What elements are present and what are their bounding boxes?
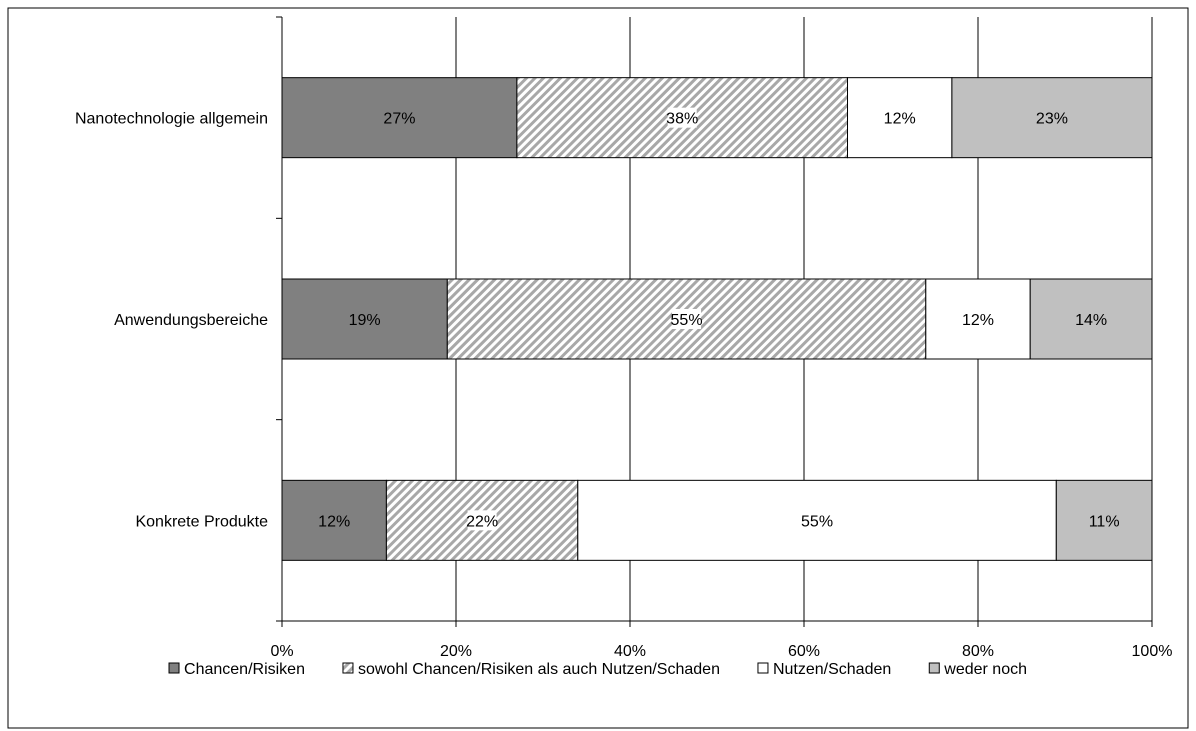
- bar-weder-noch-nanotechnologie-allgemein: [951, 77, 1153, 159]
- legend-label: weder noch: [943, 661, 1027, 678]
- bar-chancen-risiken-anwendungsbereiche: [281, 278, 448, 360]
- x-tick-label: 20%: [440, 643, 472, 660]
- data-label: 23%: [1036, 111, 1068, 128]
- data-label: 12%: [962, 312, 994, 329]
- data-label-background: [667, 107, 697, 128]
- bar-weder-noch-anwendungsbereiche: [1029, 278, 1153, 360]
- x-tick-label: 80%: [962, 643, 994, 660]
- legend-label: Nutzen/Schaden: [773, 661, 891, 678]
- legend-swatch-chancen-risiken: [168, 662, 180, 674]
- x-tick-label: 60%: [788, 643, 820, 660]
- data-label: 12%: [884, 111, 916, 128]
- data-labels: 27% 38% 12% 23% 19% 55% 12% 14% 12% 22% 55% 11%: [318, 107, 1120, 531]
- axes: 0% 20% 40% 60% 80% 100% Nanotechnologie allgem…: [75, 16, 1173, 660]
- category-label: Nanotechnologie allgemein: [75, 111, 268, 128]
- legend: Chancen/Risiken sowohl Chancen/Risiken al…: [168, 661, 1027, 678]
- x-tick-label: 0%: [270, 643, 293, 660]
- legend-swatch-sowohl-chancen-risiken-als-auch-nutzen-schaden: [342, 662, 354, 674]
- legend-swatch-weder-noch: [928, 662, 940, 674]
- category-label: Konkrete Produkte: [135, 513, 268, 530]
- data-label: 22%: [466, 513, 498, 530]
- data-label-background: [672, 309, 702, 329]
- x-tick-label: 100%: [1132, 643, 1173, 660]
- bar-chancen-risiken-konkrete-produkte: [281, 479, 387, 561]
- data-label: 14%: [1075, 312, 1107, 329]
- data-label: 12%: [318, 513, 350, 530]
- data-label: 55%: [671, 312, 703, 329]
- data-label: 27%: [383, 111, 415, 128]
- data-label-background: [467, 510, 497, 531]
- legend-swatch-nutzen-schaden: [757, 662, 769, 674]
- data-label: 19%: [349, 312, 381, 329]
- legend-label: sowohl Chancen/Risiken als auch Nutzen/S…: [358, 661, 720, 678]
- data-label: 11%: [1089, 513, 1120, 530]
- bars: [281, 77, 1153, 561]
- data-label: 38%: [666, 111, 698, 128]
- x-tick-label: 40%: [614, 643, 646, 660]
- bar-weder-noch-konkrete-produkte: [1055, 479, 1153, 561]
- data-label: 55%: [801, 513, 833, 530]
- category-label: Anwendungsbereiche: [114, 312, 268, 329]
- bar-nutzen-schaden-nanotechnologie-allgemein: [847, 77, 953, 159]
- legend-label: Chancen/Risiken: [184, 661, 305, 678]
- bar-nutzen-schaden-konkrete-produkte: [577, 479, 1057, 561]
